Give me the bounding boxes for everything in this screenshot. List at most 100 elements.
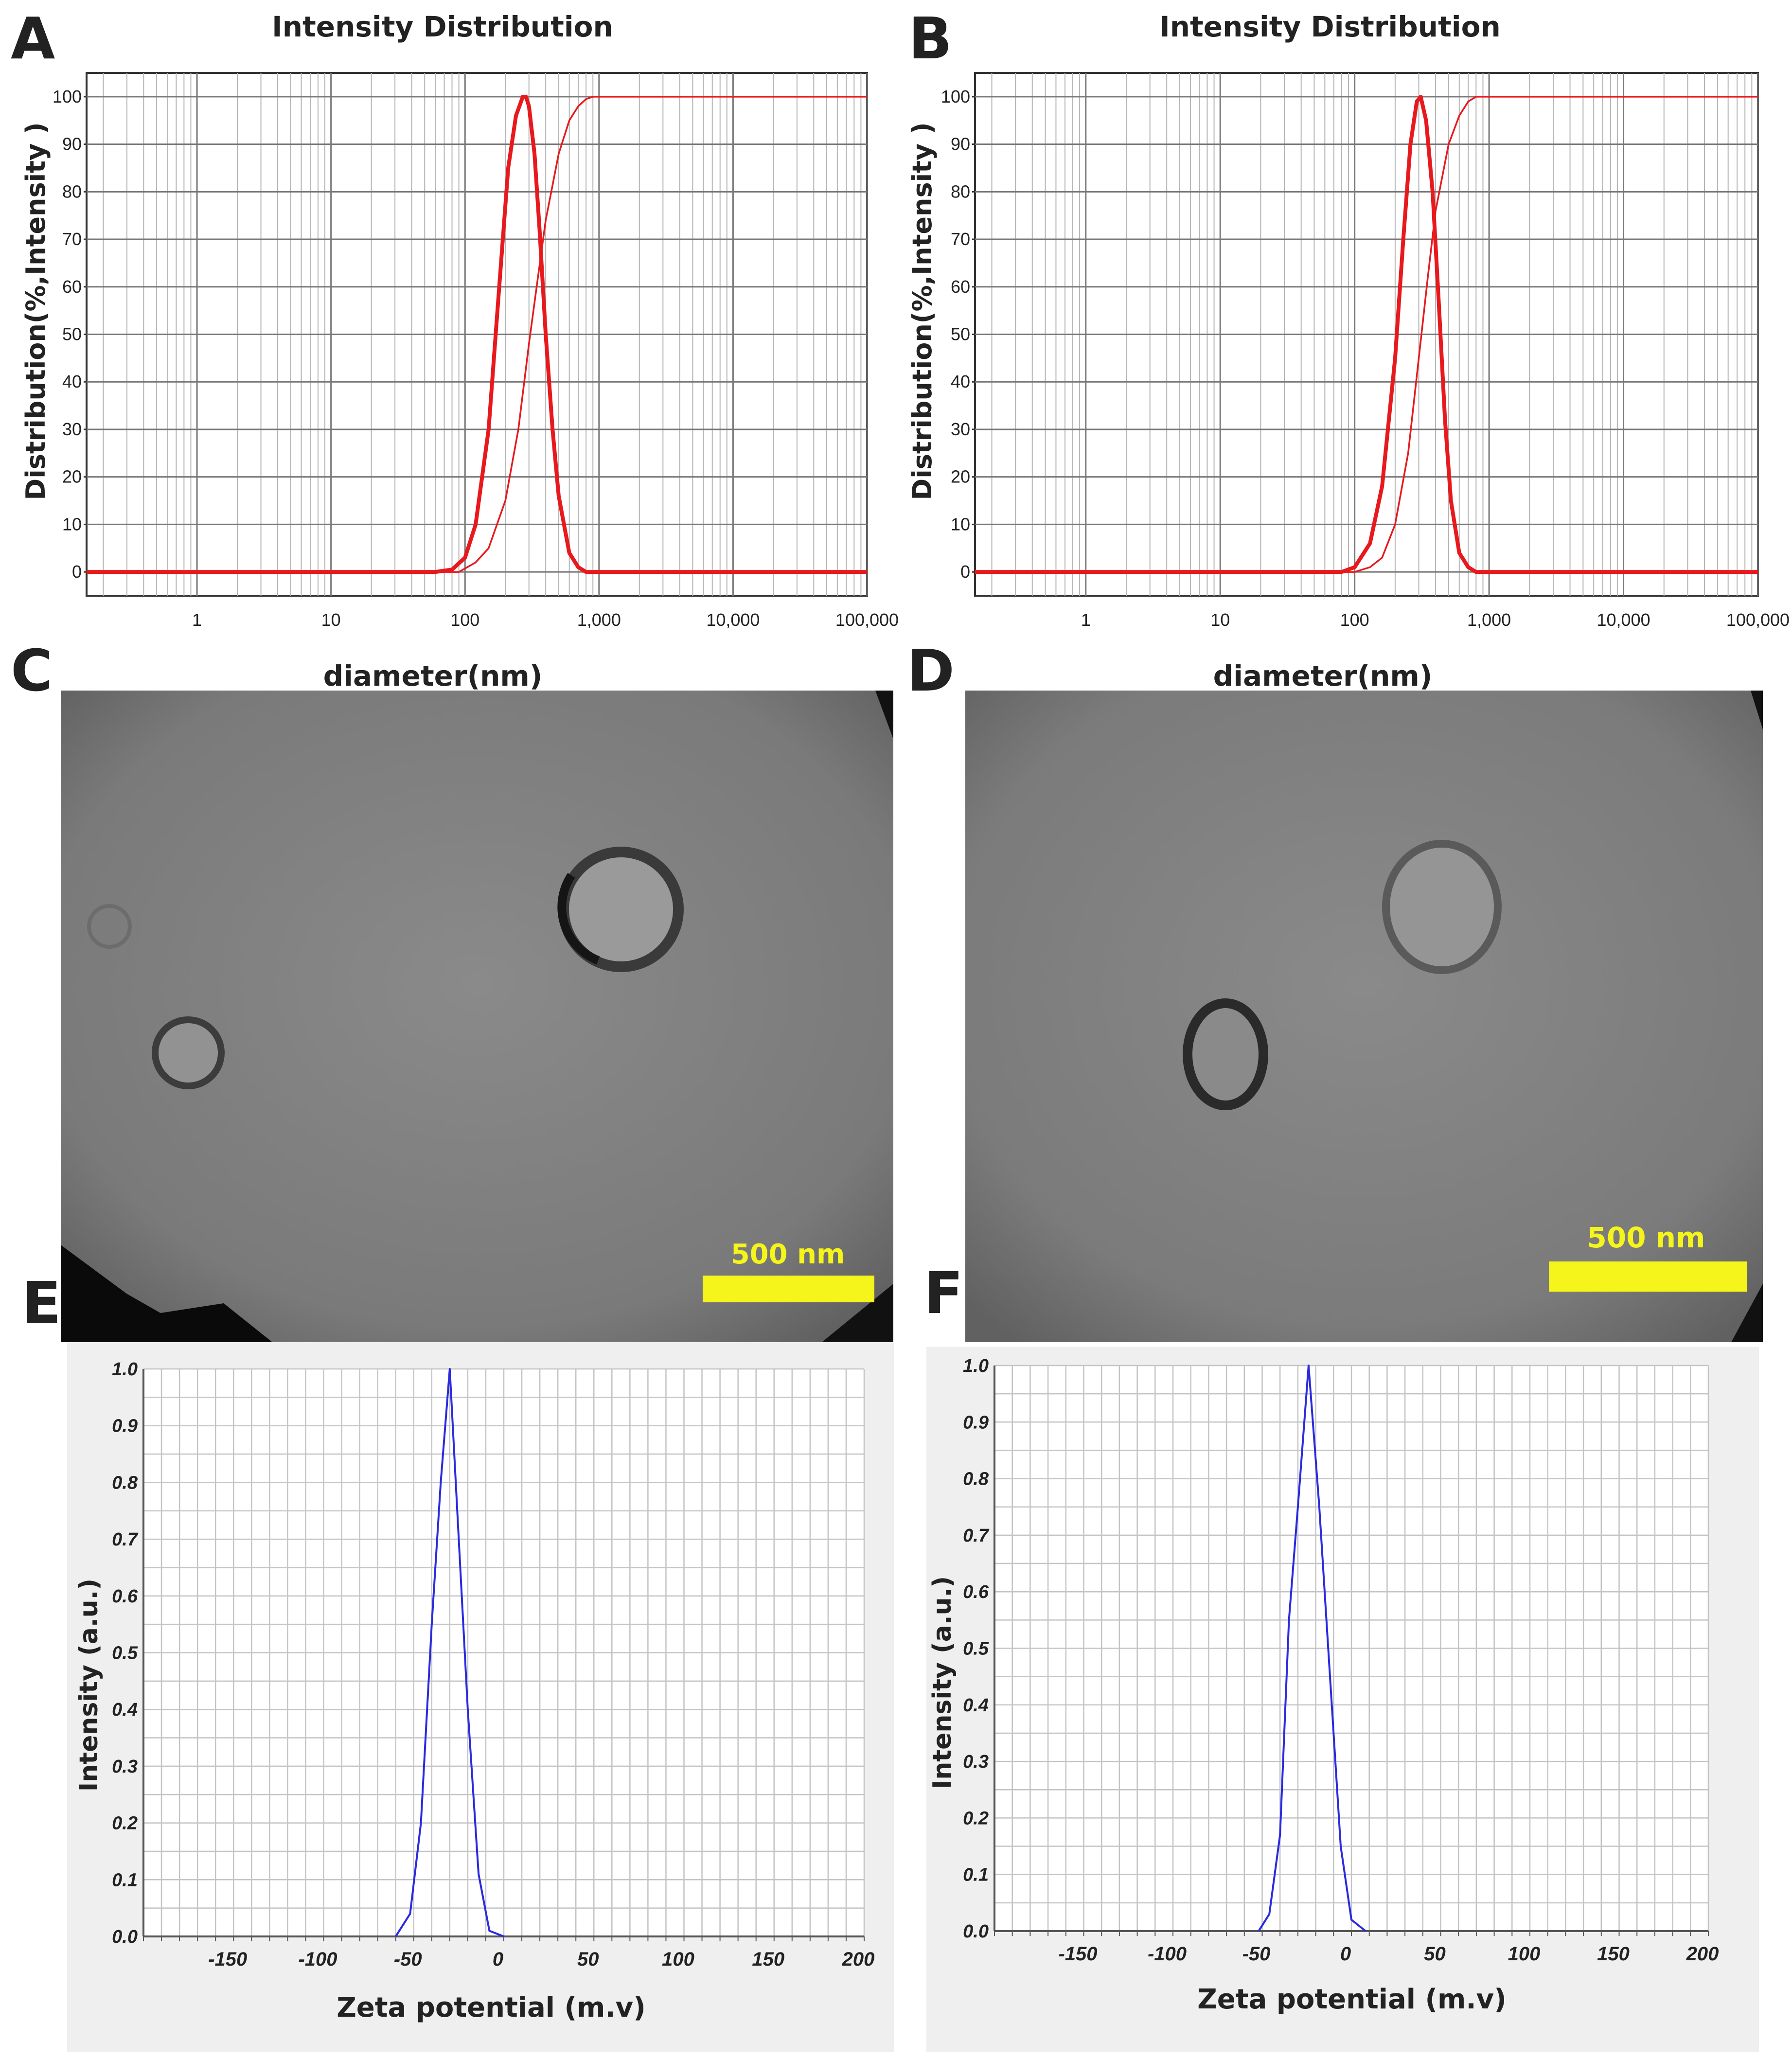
chart-e-ylabel: Intensity (a.u.) [74,1579,104,1792]
chart-a-xlabel: diameter(nm) [323,659,543,692]
chart-e-xtick-label: 0 [493,1949,503,1970]
chart-f-ytick-label: 0.9 [963,1412,989,1433]
chart-a-xtick-label: 1 [192,610,202,630]
chart-a-ytick-label: 10 [62,514,82,534]
chart-e-ytick-label: 0.0 [112,1927,138,1947]
chart-a-ylabel: Distribution(%,Intensity ) [20,122,51,500]
chart-e-xtick-label: 150 [752,1949,784,1970]
panel-letter-d: D [907,637,955,704]
chart-a-xtick-label: 1,000 [577,610,621,630]
chart-a-series-cumulative [87,96,867,573]
tem-dark-corner-d [1731,1284,1763,1342]
chart-f-ytick-label: 0.6 [963,1582,989,1602]
tem-image-d: 500 nm [965,691,1763,1342]
chart-e-ytick-label: 0.4 [112,1700,138,1720]
chart-a-xtick-label: 10 [321,610,341,630]
chart-b-xtick-label: 100,000 [1726,610,1790,630]
chart-e-ytick-label: 0.8 [112,1473,138,1493]
tem-dark-corner-c [61,1245,272,1342]
chart-b-xtick-label: 10,000 [1597,610,1650,630]
chart-f-xtick-label: -100 [1148,1943,1187,1965]
chart-f-ytick-label: 0.5 [963,1639,989,1659]
chart-f-xlabel: Zeta potential (m.v) [1197,1984,1507,2015]
chart-f-ytick-label: 0.7 [963,1526,990,1546]
panel-letter-c: C [11,637,53,704]
chart-e-xtick-label: 100 [662,1949,694,1970]
particle-d-small [1183,998,1268,1110]
chart-e-ytick-label: 0.2 [112,1813,138,1834]
particle-c-small [152,1016,225,1089]
chart-e-ytick-label: 0.6 [112,1586,138,1607]
chart-a-xtick-label: 100 [450,610,479,630]
chart-a-ytick-label: 20 [62,467,82,487]
chart-a-xtick-label: 100,000 [835,610,899,630]
tem-background-c [61,691,893,1342]
chart-f-xtick-label: -50 [1242,1943,1271,1965]
chart-e: 0.0 0.1 0.2 0.3 0.4 0.5 0.6 0.7 0.8 0.9 1.0 -150 -10… [112,1359,874,1970]
chart-e-xtick-label: -50 [394,1949,422,1970]
chart-e-xlabel: Zeta potential (m.v) [337,1992,646,2024]
panel-f: F 0.0 0.1 0.2 0.3 0.4 0.5 0.6 0.7 0.8 0.9 1.0 -150 -… [924,1260,1759,2052]
chart-f-xtick-label: 50 [1424,1943,1446,1965]
chart-f-ytick-label: 0.2 [963,1808,989,1828]
chart-b-ylabel: Distribution(%,Intensity ) [907,122,938,500]
panel-e: E 0.0 0.1 0.2 0.3 0.4 0.5 0.6 0.7 0.8 0.9 1.0 -150 -… [22,1269,894,2052]
scale-bar-c [703,1276,874,1302]
chart-b-ytick-label: 10 [951,514,970,534]
tem-dark-edge-c [875,691,893,739]
panel-c: C 500 nm [11,637,893,1342]
chart-b-ytick-label: 100 [941,87,970,106]
chart-a-ytick-label: 70 [62,229,82,249]
chart-f-xtick-label: 150 [1597,1943,1630,1965]
chart-f-xtick-label: 200 [1686,1943,1719,1965]
chart-f-xtick-label: -150 [1058,1943,1097,1965]
chart-e-ytick-label: 0.5 [112,1643,138,1664]
chart-b-xtick-label: 10 [1210,610,1230,630]
chart-b-ytick-label: 20 [951,467,970,487]
chart-e-ytick-label: 1.0 [112,1359,138,1380]
chart-f-xtick-label: 0 [1340,1943,1351,1965]
chart-a-title: Intensity Distribution [272,10,613,43]
panel-letter-a: A [11,5,55,72]
chart-a-ytick-label: 80 [62,181,82,201]
chart-e-ytick-label: 0.3 [112,1757,138,1777]
chart-b-ytick-label: 50 [951,324,970,344]
chart-e-series-line [395,1368,504,1937]
chart-f-ytick-label: 0.0 [963,1921,989,1942]
chart-e-xtick-label: -150 [208,1949,247,1970]
panel-b: B Intensity Distribution 0 10 20 30 40 50 60 70… [907,5,1790,692]
chart-a-ytick-label: 90 [62,134,82,154]
chart-b-ytick-label: 0 [960,562,970,582]
chart-f-ytick-label: 0.3 [963,1752,989,1772]
panel-letter-b: B [908,5,952,72]
chart-b-series-distribution [975,94,1758,574]
chart-e-xtick-label: 50 [577,1949,599,1970]
scale-bar-d [1549,1261,1747,1292]
tem-background-d [965,691,1763,1342]
panel-d: D 500 nm [907,637,1763,1342]
chart-a-ytick-label: 60 [62,277,82,297]
chart-a-ytick-label: 0 [72,562,82,582]
chart-b-xtick-label: 1 [1081,610,1091,630]
chart-e-ytick-label: 0.1 [112,1870,138,1890]
chart-f-ytick-label: 0.4 [963,1695,989,1716]
particle-c-faint [87,904,132,949]
chart-b-ytick-label: 90 [951,134,970,154]
chart-b-xlabel: diameter(nm) [1213,659,1433,692]
chart-f: 0.0 0.1 0.2 0.3 0.4 0.5 0.6 0.7 0.8 0.9 1.0 -150 -10… [963,1356,1719,1965]
chart-e-xtick-label: 200 [842,1949,875,1970]
chart-f-series-line [1258,1365,1366,1932]
tem-dark-corner-c2 [822,1284,893,1342]
chart-f-ytick-label: 1.0 [963,1356,989,1376]
chart-a-ytick-label: 100 [53,87,82,106]
chart-b-series-cumulative [975,96,1758,573]
particle-c-large-shadow [557,873,600,965]
chart-b-ytick-label: 40 [951,372,970,391]
chart-b-xtick-label: 1,000 [1467,610,1511,630]
panel-letter-e: E [22,1269,61,1336]
chart-f-ytick-label: 0.1 [963,1865,989,1885]
panel-a: A Intensity Distribution 0 10 20 30 40 50 60 70… [11,5,899,692]
chart-b-ytick-label: 80 [951,181,970,201]
